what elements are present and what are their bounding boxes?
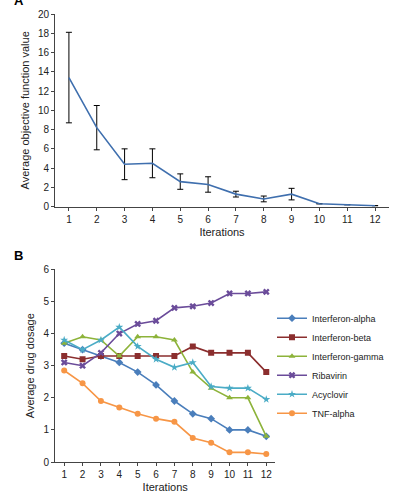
svg-text:10: 10 [38,105,50,116]
svg-text:3: 3 [98,469,104,480]
svg-text:6: 6 [43,264,49,275]
svg-text:1: 1 [43,424,49,435]
svg-text:TNF-alpha: TNF-alpha [312,409,355,419]
svg-text:Average drug dosage: Average drug dosage [24,313,36,418]
svg-text:A: A [14,0,24,8]
svg-text:Iterations: Iterations [199,226,245,238]
svg-text:Interferon-gamma: Interferon-gamma [312,352,384,362]
svg-text:3: 3 [122,214,128,225]
svg-text:B: B [14,248,23,263]
svg-text:5: 5 [135,469,141,480]
svg-text:7: 7 [172,469,178,480]
svg-text:2: 2 [43,392,49,403]
svg-text:3: 3 [43,360,49,371]
svg-text:4: 4 [43,328,49,339]
svg-text:7: 7 [233,214,239,225]
svg-text:9: 9 [208,469,214,480]
svg-text:Ribavirin: Ribavirin [312,371,347,381]
svg-text:12: 12 [261,469,273,480]
svg-text:Average objective function val: Average objective function value [19,31,31,189]
svg-text:6: 6 [205,214,211,225]
svg-text:Iterations: Iterations [143,481,189,493]
svg-text:2: 2 [43,182,49,193]
svg-text:9: 9 [289,214,295,225]
svg-text:6: 6 [153,469,159,480]
svg-text:8: 8 [43,124,49,135]
svg-text:2: 2 [80,469,86,480]
svg-text:4: 4 [117,469,123,480]
svg-text:20: 20 [38,9,50,20]
svg-text:Interferon-alpha: Interferon-alpha [312,314,376,324]
svg-text:Acyclovir: Acyclovir [312,390,348,400]
svg-text:10: 10 [314,214,326,225]
svg-text:8: 8 [261,214,267,225]
svg-text:11: 11 [342,214,353,225]
svg-text:12: 12 [370,214,382,225]
svg-text:1: 1 [61,469,67,480]
svg-text:Interferon-beta: Interferon-beta [312,333,371,343]
svg-text:5: 5 [43,296,49,307]
svg-text:18: 18 [38,28,50,39]
svg-text:5: 5 [177,214,183,225]
svg-text:12: 12 [38,86,50,97]
svg-text:16: 16 [38,47,50,58]
svg-text:8: 8 [190,469,196,480]
svg-text:10: 10 [224,469,236,480]
svg-text:14: 14 [38,66,50,77]
svg-text:0: 0 [43,201,49,212]
svg-text:0: 0 [43,457,49,468]
svg-text:6: 6 [43,143,49,154]
svg-text:11: 11 [243,469,254,480]
svg-text:1: 1 [66,214,72,225]
svg-text:4: 4 [43,163,49,174]
svg-text:4: 4 [150,214,156,225]
svg-text:2: 2 [94,214,100,225]
